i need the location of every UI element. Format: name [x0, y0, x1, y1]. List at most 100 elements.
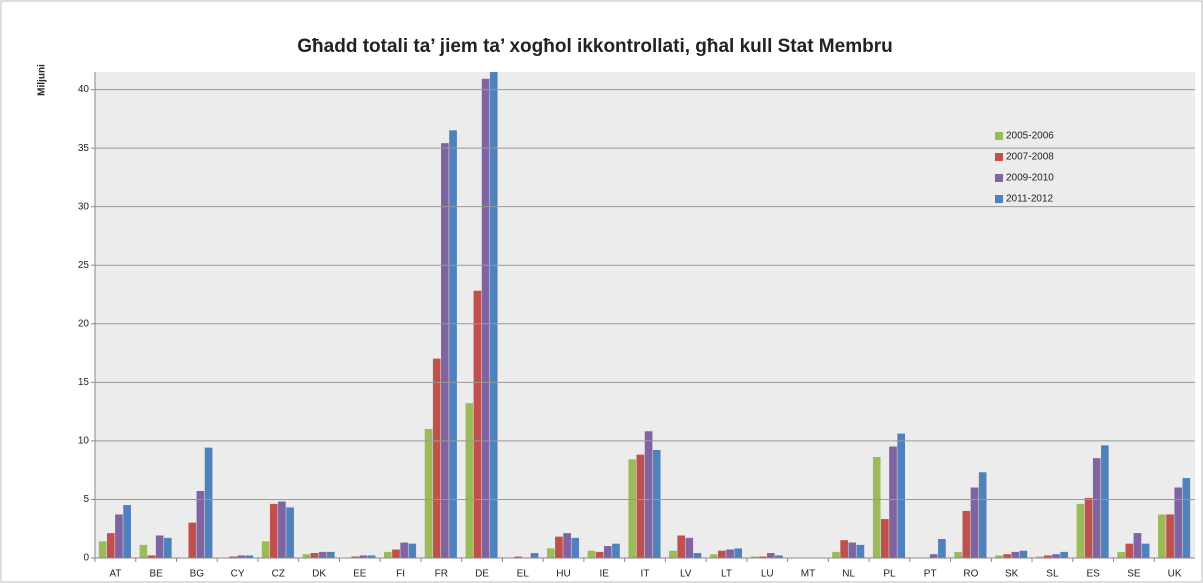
y-tick-label: 10: [78, 436, 90, 447]
bar: [718, 550, 726, 559]
bar: [204, 447, 213, 559]
bar: [889, 446, 897, 559]
x-tick-label: PT: [924, 569, 937, 580]
bar: [693, 553, 702, 559]
bar: [766, 553, 775, 559]
bar: [424, 428, 433, 559]
bar: [302, 554, 311, 559]
bar: [310, 553, 319, 559]
bar: [139, 544, 148, 559]
bar: [571, 537, 580, 559]
x-tick-label: EL: [517, 569, 530, 580]
x-tick-label: EE: [353, 569, 367, 580]
bar: [1117, 551, 1125, 559]
y-tick-label: 25: [78, 260, 90, 271]
bar: [196, 490, 205, 559]
x-tick-label: CY: [231, 569, 245, 580]
bar: [106, 533, 115, 559]
bar: [628, 459, 637, 559]
legend-label: 2007-2008: [1006, 152, 1054, 163]
x-tick-label: SK: [1005, 569, 1019, 580]
legend-swatch: [995, 195, 1003, 203]
x-tick-label: AT: [109, 569, 121, 580]
bar: [392, 549, 400, 559]
bar: [1092, 458, 1101, 559]
x-tick-label: FI: [396, 569, 405, 580]
bar: [1060, 551, 1068, 559]
legend-label: 2009-2010: [1006, 173, 1054, 184]
bar: [530, 553, 539, 559]
bar: [286, 507, 294, 559]
bar: [115, 514, 123, 559]
x-tick-label: ES: [1086, 569, 1100, 580]
bar: [1076, 503, 1085, 559]
x-tick-label: SE: [1127, 569, 1141, 580]
bar: [669, 550, 677, 559]
bar: [1174, 487, 1183, 559]
bar: [278, 501, 286, 559]
bar: [832, 551, 840, 559]
bar: [269, 503, 278, 559]
y-tick-label: 30: [78, 201, 90, 212]
bar: [840, 540, 848, 559]
bar: [1133, 533, 1142, 559]
bar: [929, 554, 938, 559]
bar: [685, 537, 694, 559]
x-tick-label: RO: [963, 569, 978, 580]
bar: [318, 551, 327, 559]
bar: [978, 472, 987, 559]
chart-title: Għadd totali ta’ jiem ta’ xogħol ikkontr…: [297, 36, 892, 57]
bar: [938, 539, 946, 559]
bar: [1166, 514, 1174, 559]
y-tick-label: 5: [83, 494, 89, 505]
x-tick-label: IE: [600, 569, 610, 580]
bar: [872, 457, 881, 559]
legend-swatch: [995, 174, 1003, 182]
x-tick-label: IT: [641, 569, 650, 580]
bar: [449, 130, 457, 559]
bar: [1052, 554, 1060, 559]
bar: [856, 544, 865, 559]
bar: [595, 551, 604, 559]
bar: [563, 533, 571, 559]
bar: [848, 542, 857, 559]
bar: [261, 541, 270, 559]
legend-label: 2005-2006: [1006, 131, 1054, 142]
bar: [1101, 445, 1109, 559]
bar: [587, 550, 596, 559]
bar: [881, 519, 889, 559]
bar: [408, 543, 417, 559]
x-tick-label: FR: [435, 569, 448, 580]
bar: [1182, 478, 1191, 559]
bar: [123, 505, 131, 559]
bar: [326, 551, 335, 559]
y-tick-label: 0: [83, 553, 89, 564]
bar: [897, 433, 905, 559]
legend-label: 2011-2012: [1006, 194, 1054, 205]
bar: [1141, 543, 1150, 559]
bar: [604, 546, 612, 559]
bar: [1011, 551, 1020, 559]
legend-swatch: [995, 153, 1003, 161]
bar: [441, 143, 449, 559]
bar: [400, 542, 408, 559]
x-tick-label: SL: [1046, 569, 1059, 580]
bar: [970, 487, 979, 559]
bar: [644, 431, 653, 559]
x-tick-label: CZ: [272, 569, 285, 580]
x-tick-label: HU: [556, 569, 570, 580]
y-tick-label: 15: [78, 377, 90, 388]
bar: [1125, 543, 1134, 559]
x-tick-label: UK: [1168, 569, 1182, 580]
y-axis-label: Miljuni: [37, 64, 48, 96]
x-tick-label: LU: [761, 569, 774, 580]
bar: [481, 78, 490, 559]
x-tick-label: MT: [801, 569, 815, 580]
x-tick-label: BG: [190, 569, 205, 580]
bar: [1019, 550, 1028, 559]
bar: [1003, 554, 1011, 559]
bar: [546, 548, 555, 559]
legend-swatch: [995, 132, 1003, 140]
bar: [98, 541, 107, 559]
